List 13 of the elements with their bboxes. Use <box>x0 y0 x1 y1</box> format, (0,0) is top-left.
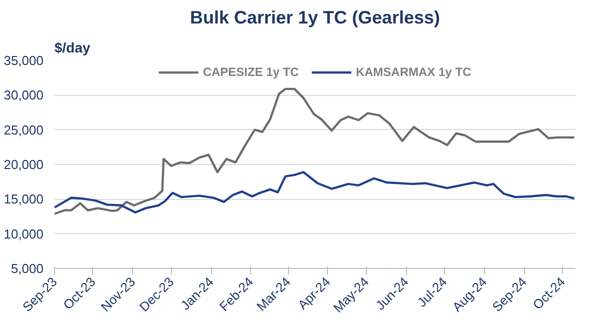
legend-label: KAMSARMAX 1y TC <box>356 65 472 79</box>
y-tick-label: 10,000 <box>4 226 44 242</box>
y-tick-label: 20,000 <box>4 157 44 172</box>
y-tick-label: 5,000 <box>10 261 44 276</box>
line-series <box>54 88 576 215</box>
y-tick-label: 25,000 <box>4 122 44 138</box>
legend-label: CAPESIZE 1y TC <box>202 65 299 79</box>
y-tick-label: 15,000 <box>4 192 44 207</box>
line-series <box>54 171 576 214</box>
y-tick-label: 30,000 <box>4 88 44 103</box>
chart-title: Bulk Carrier 1y TC (Gearless) <box>190 8 440 28</box>
y-axis-title: $/day <box>54 40 91 56</box>
y-tick-label: 35,000 <box>4 53 44 68</box>
